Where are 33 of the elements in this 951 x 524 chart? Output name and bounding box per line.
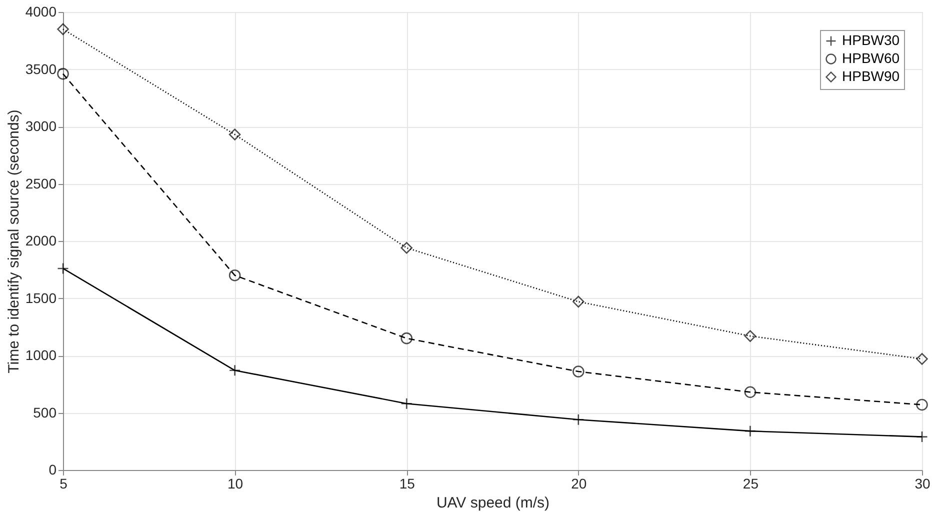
point [57,262,69,274]
point [228,128,241,140]
point [572,366,584,378]
y-tick-label: 3000 [25,118,57,134]
legend-label: HPBW30 [842,32,900,48]
y-tick-label: 4000 [25,4,57,20]
legend-label: HPBW60 [842,50,900,66]
point [228,269,241,282]
y-axis-title: Time to identify signal source (seconds) [5,110,22,374]
y-tick-label: 1500 [25,290,57,306]
point [57,68,69,80]
y-tick-label: 0 [48,462,57,478]
x-tick-label: 25 [742,476,759,492]
point [400,332,412,344]
point [57,23,69,36]
point [744,386,756,398]
x-tick-label: 20 [571,476,587,492]
point [916,353,928,365]
legend-label: HPBW90 [842,68,900,84]
x-axis-title: UAV speed (m/s) [436,494,550,512]
y-tick-label: 500 [33,404,57,420]
x-tick-label: 5 [60,476,68,492]
x-tick-label: 15 [399,476,416,492]
x-tick-label: 30 [914,476,930,492]
point [916,398,928,411]
y-tick-label: 2500 [25,175,57,192]
y-tick-label: 1000 [25,347,57,363]
y-tick-label: 2000 [25,232,57,248]
point [400,242,412,254]
point [572,296,584,308]
point [744,330,756,342]
y-tick-label: 3500 [25,60,57,77]
x-tick-label: 10 [228,476,244,492]
